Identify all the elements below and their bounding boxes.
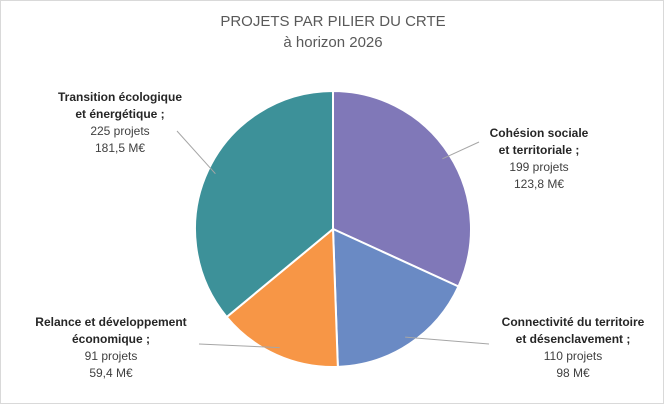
slice-category-line1: Connectivité du territoire: [501, 315, 645, 329]
slice-transition: [194, 89, 334, 319]
slice-category-line1: Relance et développement: [35, 315, 187, 329]
slice-category-line2: et territoriale ;: [498, 143, 580, 157]
slice-projects: 91 projets: [84, 349, 138, 363]
slice-label-cohesion-sociale: Cohésion sociale et territoriale ; 199 p…: [479, 125, 599, 193]
slice-amount: 98 M€: [556, 366, 590, 380]
slice-label-transition: Transition écologique et énergétique ; 2…: [45, 89, 195, 157]
slice-connectivite: [331, 227, 460, 368]
slice-cohesion-sociale-leader-line: [442, 141, 480, 160]
slice-projects: 199 projets: [509, 160, 569, 174]
slice-cohesion-sociale: [332, 89, 472, 288]
slice-projects: 110 projets: [543, 349, 603, 363]
slice-projects: 225 projets: [90, 124, 150, 138]
slice-category-line2: économique ;: [71, 332, 150, 346]
slice-category-line1: Transition écologique: [57, 90, 182, 104]
slice-label-connectivite: Connectivité du territoire et désenclave…: [489, 314, 657, 382]
slice-category-line2: et énergétique ;: [75, 107, 165, 121]
slice-amount: 59,4 M€: [89, 366, 133, 380]
chart-title: PROJETS PAR PILIER DU CRTE: [220, 13, 446, 30]
slice-category-line2: et désenclavement ;: [515, 332, 631, 346]
slice-relance-leader-line: [198, 343, 280, 349]
slice-relance: [225, 226, 339, 368]
slice-connectivite-leader-line: [405, 336, 490, 345]
slice-amount: 181,5 M€: [94, 141, 146, 155]
slice-transition-leader-line: [176, 130, 216, 174]
slice-category-line1: Cohésion sociale: [489, 126, 589, 140]
slice-amount: 123,8 M€: [513, 177, 565, 191]
slice-label-relance: Relance et développement économique ; 91…: [23, 314, 199, 382]
chart-subtitle: à horizon 2026: [283, 34, 383, 51]
